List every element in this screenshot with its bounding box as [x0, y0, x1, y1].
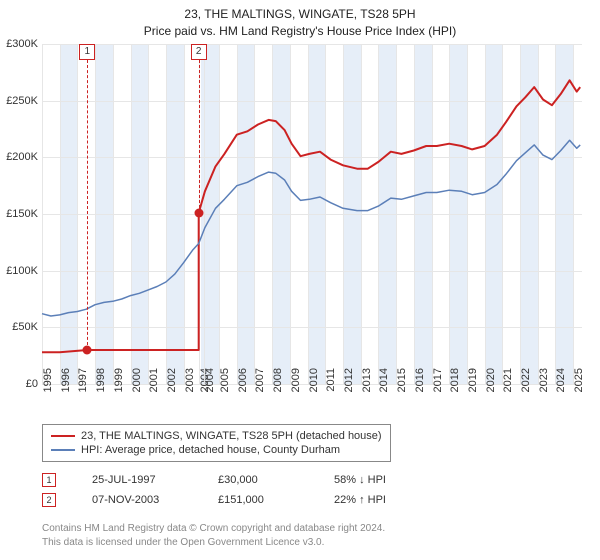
- legend-swatch-icon: [51, 449, 75, 451]
- chart-title: 23, THE MALTINGS, WINGATE, TS28 5PH: [0, 0, 600, 23]
- chart-subtitle: Price paid vs. HM Land Registry's House …: [0, 23, 600, 40]
- line-chart: £0£50K£100K£150K£200K£250K£300K199519961…: [42, 44, 582, 385]
- sale-date: 07-NOV-2003: [92, 494, 182, 506]
- attribution-line: This data is licensed under the Open Gov…: [42, 536, 385, 550]
- sale-delta: 22% ↑ HPI: [334, 494, 386, 506]
- legend-item: HPI: Average price, detached house, Coun…: [51, 443, 382, 457]
- sale-delta: 58% ↓ HPI: [334, 474, 386, 486]
- y-axis-label: £100K: [2, 265, 38, 277]
- attribution-line: Contains HM Land Registry data © Crown c…: [42, 522, 385, 536]
- sales-table: 1 25-JUL-1997 £30,000 58% ↓ HPI 2 07-NOV-2003…: [42, 470, 386, 510]
- sale-price: £151,000: [218, 494, 298, 506]
- legend-label: 23, THE MALTINGS, WINGATE, TS28 5PH (det…: [81, 430, 382, 442]
- sale-point-icon: [83, 346, 92, 355]
- series-line-price_paid: [42, 80, 580, 352]
- sale-marker-icon: 1: [42, 473, 56, 487]
- sales-row: 1 25-JUL-1997 £30,000 58% ↓ HPI: [42, 470, 386, 490]
- y-axis-label: £200K: [2, 151, 38, 163]
- y-axis-label: £250K: [2, 95, 38, 107]
- series-line-hpi: [42, 140, 580, 316]
- y-axis-label: £150K: [2, 208, 38, 220]
- y-axis-label: £0: [2, 378, 38, 390]
- sale-callout-line: [87, 60, 88, 350]
- attribution-text: Contains HM Land Registry data © Crown c…: [42, 522, 385, 549]
- sale-callout-marker: 1: [79, 44, 95, 60]
- y-axis-label: £50K: [2, 321, 38, 333]
- sale-price: £30,000: [218, 474, 298, 486]
- series-layer: [42, 44, 582, 384]
- legend-box: 23, THE MALTINGS, WINGATE, TS28 5PH (det…: [42, 424, 391, 462]
- sale-callout-marker: 2: [191, 44, 207, 60]
- sale-marker-icon: 2: [42, 493, 56, 507]
- sales-row: 2 07-NOV-2003 £151,000 22% ↑ HPI: [42, 490, 386, 510]
- sale-point-icon: [194, 208, 203, 217]
- y-axis-label: £300K: [2, 38, 38, 50]
- sale-date: 25-JUL-1997: [92, 474, 182, 486]
- legend-item: 23, THE MALTINGS, WINGATE, TS28 5PH (det…: [51, 429, 382, 443]
- sale-callout-line: [199, 60, 200, 213]
- legend-label: HPI: Average price, detached house, Coun…: [81, 444, 340, 456]
- legend-swatch-icon: [51, 435, 75, 437]
